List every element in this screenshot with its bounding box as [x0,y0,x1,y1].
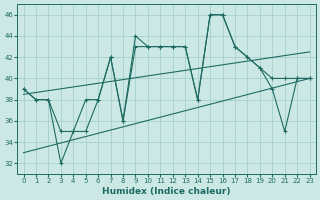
X-axis label: Humidex (Indice chaleur): Humidex (Indice chaleur) [102,187,231,196]
